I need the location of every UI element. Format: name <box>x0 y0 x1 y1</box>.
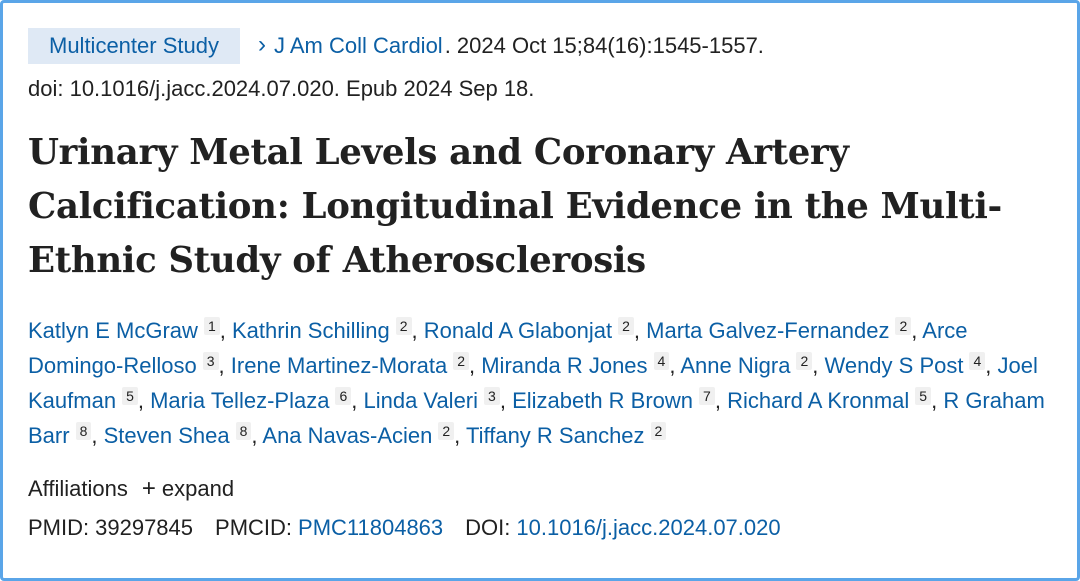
author-separator: , <box>911 318 923 343</box>
author-item: R Graham Barr 8, <box>28 388 1045 448</box>
author-separator: , <box>633 318 647 343</box>
publication-type-badge: Multicenter Study <box>28 28 240 64</box>
author-item: Miranda R Jones 4, <box>481 352 681 378</box>
affiliation-number-button[interactable]: 2 <box>796 352 813 370</box>
author-separator: , <box>218 353 231 378</box>
doi-link[interactable]: 10.1016/j.jacc.2024.07.020 <box>516 515 781 540</box>
affiliations-expand-button[interactable]: expand <box>161 476 235 501</box>
article-header-content: Multicenter Study › J Am Coll Cardiol . … <box>28 27 1058 543</box>
author-separator: , <box>411 318 424 343</box>
affiliation-number-button[interactable]: 2 <box>895 317 912 335</box>
author-link[interactable]: Miranda R Jones <box>481 353 648 378</box>
pmcid-label: PMCID: <box>215 515 293 540</box>
pmid-label: PMID: <box>28 515 90 540</box>
author-item: Joel Kaufman 5, <box>28 353 1038 413</box>
author-item: Irene Martinez-Morata 2, <box>230 352 482 378</box>
author-item: Ana Navas-Acien 2, <box>262 422 466 448</box>
affiliation-number-button[interactable]: 5 <box>122 387 138 405</box>
author-separator: , <box>812 353 825 378</box>
author-separator: , <box>351 388 364 413</box>
author-separator: , <box>985 353 998 378</box>
article-title: Urinary Metal Levels and Coronary Artery… <box>28 132 1002 281</box>
author-item: Ronald A Glabonjat 2, <box>423 317 647 343</box>
citation-line: Multicenter Study › J Am Coll Cardiol . … <box>28 27 1058 65</box>
affiliations-row: Affiliations + expand <box>28 474 1058 504</box>
author-link[interactable]: Joel Kaufman <box>28 353 1038 413</box>
author-separator: , <box>499 388 513 413</box>
affiliation-number-button[interactable]: 4 <box>653 352 670 370</box>
author-link[interactable]: Irene Martinez-Morata <box>230 353 448 378</box>
author-item: Tiffany R Sanchez 2 <box>466 422 667 448</box>
doi-label: DOI: <box>465 515 511 540</box>
affiliation-number-button[interactable]: 2 <box>395 317 412 335</box>
affiliation-number-button[interactable]: 4 <box>969 352 986 370</box>
author-link[interactable]: Wendy S Post <box>824 353 964 378</box>
author-separator: , <box>931 388 944 413</box>
author-separator: , <box>137 388 151 413</box>
author-item: Wendy S Post 4, <box>824 352 998 378</box>
affiliations-label: Affiliations <box>28 476 128 501</box>
citation-details: . 2024 Oct 15;84(16):1545-1557. <box>444 33 764 58</box>
author-link[interactable]: Marta Galvez-Fernandez <box>646 318 890 343</box>
author-separator: , <box>669 353 681 378</box>
affiliation-number-button[interactable]: 8 <box>75 422 92 440</box>
author-item: Arce Domingo-Relloso 3, <box>28 318 968 378</box>
author-link[interactable]: Anne Nigra <box>680 353 791 378</box>
author-item: Kathrin Schilling 2, <box>231 317 424 343</box>
affiliation-number-button[interactable]: 6 <box>335 387 352 405</box>
affiliation-number-button[interactable]: 3 <box>202 352 219 370</box>
plus-icon[interactable]: + <box>141 475 156 502</box>
affiliation-number-button[interactable]: 8 <box>235 422 252 440</box>
identifiers-row: PMID: 39297845 PMCID: PMC11804863 DOI: 1… <box>28 513 1058 543</box>
author-item: Linda Valeri 3, <box>363 387 513 413</box>
author-link[interactable]: R Graham Barr <box>28 388 1045 448</box>
author-separator: , <box>219 318 232 343</box>
affiliation-number-button[interactable]: 2 <box>438 422 455 440</box>
chevron-right-icon: › <box>257 31 266 58</box>
author-item: Richard A Kronmal 5, <box>727 387 944 413</box>
author-link[interactable]: Kathrin Schilling <box>231 318 390 343</box>
author-link[interactable]: Ronald A Glabonjat <box>423 318 613 343</box>
affiliation-number-button[interactable]: 2 <box>650 422 667 440</box>
author-item: Elizabeth R Brown 7, <box>512 387 728 413</box>
pmid-value: 39297845 <box>95 515 194 540</box>
author-separator: , <box>251 423 263 448</box>
affiliation-number-button[interactable]: 3 <box>484 387 500 405</box>
pmcid-link[interactable]: PMC11804863 <box>298 515 444 540</box>
affiliation-number-button[interactable]: 7 <box>699 387 715 405</box>
author-link[interactable]: Maria Tellez-Plaza <box>150 388 330 413</box>
author-link[interactable]: Elizabeth R Brown <box>512 388 694 413</box>
author-link[interactable]: Linda Valeri <box>363 388 479 413</box>
journal-link[interactable]: J Am Coll Cardiol <box>273 33 443 58</box>
author-item: Maria Tellez-Plaza 6, <box>150 387 364 413</box>
affiliation-number-button[interactable]: 5 <box>915 387 932 405</box>
author-link[interactable]: Tiffany R Sanchez <box>466 423 645 448</box>
doi-epub-line: doi: 10.1016/j.jacc.2024.07.020. Epub 20… <box>28 76 535 101</box>
author-link[interactable]: Ana Navas-Acien <box>262 423 433 448</box>
author-separator: , <box>714 388 728 413</box>
authors-list: Katlyn E McGraw 1, Kathrin Schilling 2, Ro… <box>28 313 1058 453</box>
author-link[interactable]: Katlyn E McGraw <box>28 318 198 343</box>
affiliation-number-button[interactable]: 2 <box>618 317 634 335</box>
author-item: Steven Shea 8, <box>103 422 263 448</box>
author-item: Katlyn E McGraw 1, <box>28 317 232 343</box>
affiliation-number-button[interactable]: 1 <box>203 317 220 335</box>
affiliation-number-button[interactable]: 2 <box>453 352 469 370</box>
author-item: Anne Nigra 2, <box>680 352 825 378</box>
author-link[interactable]: Arce Domingo-Relloso <box>28 318 968 378</box>
author-item: Marta Galvez-Fernandez 2, <box>646 317 923 343</box>
author-separator: , <box>91 423 104 448</box>
author-link[interactable]: Steven Shea <box>103 423 230 448</box>
author-separator: , <box>469 353 482 378</box>
author-link[interactable]: Richard A Kronmal <box>727 388 910 413</box>
author-separator: , <box>454 423 466 448</box>
